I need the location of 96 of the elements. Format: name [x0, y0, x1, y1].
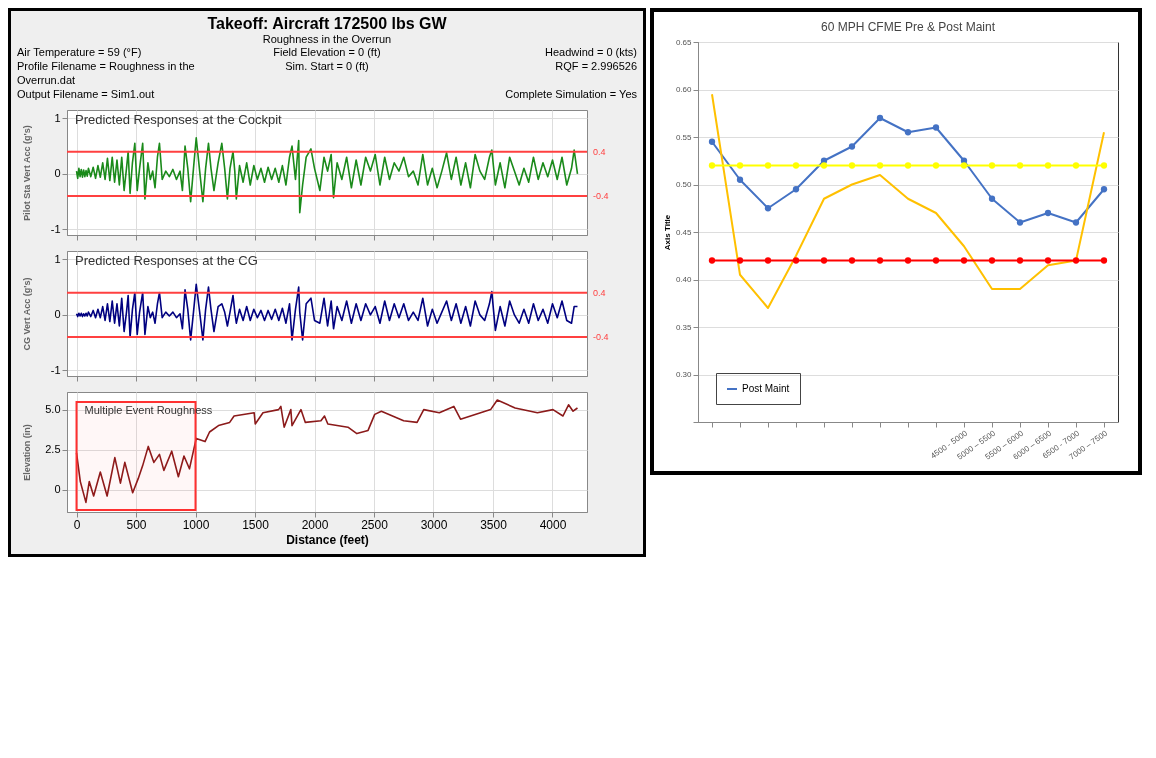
- ref-line-label: 0.4: [593, 146, 606, 157]
- point: [960, 162, 968, 169]
- point: [904, 129, 912, 136]
- x-tick-label: 3000: [420, 517, 448, 532]
- x-tick-label: 1000: [182, 517, 210, 532]
- point: [932, 257, 940, 264]
- x-tick-label: 4000: [539, 517, 567, 532]
- y-tick-label: 0: [54, 483, 61, 496]
- y-axis-title: Axis Title: [662, 214, 672, 251]
- y-tick-label: 1: [54, 111, 61, 124]
- y-tick-label: 2.5: [45, 443, 61, 456]
- y-axis-title: CG Vert Acc (g's): [21, 277, 32, 351]
- y-tick-label: 0: [54, 308, 61, 321]
- y-tick-label: 0.55: [675, 132, 693, 142]
- point: [876, 114, 884, 122]
- legend-label: Post Maint: [742, 383, 790, 394]
- annotation: Predicted Responses at the Cockpit: [75, 112, 283, 127]
- point: [708, 257, 716, 264]
- x-tick-label: 2000: [301, 517, 329, 532]
- text: Air Temperature = 59 (°F): [17, 45, 143, 59]
- point: [1072, 219, 1080, 226]
- x-tick-label: 0: [73, 517, 81, 532]
- point: [1044, 162, 1052, 169]
- y-tick-label: -1: [50, 363, 61, 376]
- point: [1100, 257, 1108, 264]
- point: [820, 162, 828, 169]
- point: [904, 162, 912, 169]
- point: [1016, 257, 1024, 264]
- annotation: Predicted Responses at the CG: [75, 253, 258, 268]
- x-axis-title: Distance (feet): [286, 532, 369, 547]
- point: [764, 257, 772, 264]
- x-tick-label: 500: [126, 517, 147, 532]
- point: [708, 138, 716, 145]
- chart-subtitle: Roughness in the Overrun: [261, 33, 393, 45]
- y-tick-label: -1: [50, 222, 61, 235]
- text: Field Elevation = 0 (ft): [272, 45, 382, 59]
- point: [792, 257, 800, 264]
- x-tick-label: 2500: [361, 517, 389, 532]
- y-tick-label: 0.40: [675, 275, 693, 284]
- y-tick-label: 0.65: [675, 37, 693, 47]
- y-tick-label: 0.60: [675, 85, 693, 94]
- point: [876, 162, 884, 169]
- y-tick-label: 0: [54, 167, 61, 180]
- y-tick-label: 0.50: [675, 180, 693, 189]
- y-tick-label: 1: [54, 252, 61, 265]
- point: [848, 162, 856, 169]
- x-tick-label: 3500: [480, 517, 508, 532]
- ref-line-label: -0.4: [593, 191, 609, 202]
- point: [792, 186, 800, 193]
- point: [1016, 162, 1024, 169]
- y-tick-label: 0.45: [675, 227, 693, 237]
- point: [932, 124, 940, 131]
- point: [764, 162, 772, 169]
- line-series: [75, 136, 579, 214]
- ref-line-label: 0.4: [593, 287, 606, 298]
- point: [792, 162, 800, 169]
- point: [1100, 162, 1108, 169]
- y-axis-title: Elevation (in): [21, 424, 32, 481]
- point: [764, 205, 772, 212]
- line-series: [75, 399, 579, 504]
- point: [708, 162, 716, 169]
- point: [736, 176, 744, 183]
- point: [848, 257, 856, 264]
- point: [1100, 186, 1108, 193]
- point: [988, 162, 996, 169]
- y-tick-label: 0.30: [675, 370, 693, 379]
- point: [1072, 257, 1080, 264]
- x-tick-label: 1500: [242, 517, 270, 532]
- point: [988, 195, 996, 202]
- text: Complete Simulation = Yes: [504, 87, 637, 101]
- text: Headwind = 0 (kts): [544, 45, 637, 59]
- y-axis-title: Pilot Sta Vert Acc (g's): [21, 125, 32, 221]
- point: [820, 257, 828, 264]
- point: [848, 143, 856, 150]
- text: RQF = 2.996526: [554, 59, 637, 74]
- point: [736, 257, 744, 264]
- point: [904, 257, 912, 264]
- point: [988, 257, 996, 264]
- point: [876, 257, 884, 264]
- chart-title: Takeoff: Aircraft 172500 lbs GW: [206, 15, 448, 33]
- point: [932, 162, 940, 169]
- point: [1016, 219, 1024, 226]
- point: [736, 162, 744, 169]
- point: [1072, 162, 1080, 169]
- chart-title: 60 MPH CFME Pre & Post Maint: [820, 20, 996, 34]
- point: [1044, 209, 1052, 217]
- y-tick-label: 5.0: [45, 403, 61, 416]
- y-tick-label: 0.35: [675, 322, 693, 332]
- ref-line-label: -0.4: [593, 332, 609, 343]
- point: [1044, 257, 1052, 264]
- line-series: [711, 93, 1105, 309]
- point: [960, 257, 968, 264]
- line-series: [75, 283, 579, 341]
- text: Sim. Start = 0 (ft): [284, 59, 370, 74]
- text: Profile Filename = Roughness in the Overrun.dat: [17, 59, 196, 87]
- text: Output Filename = Sim1.out: [17, 87, 156, 101]
